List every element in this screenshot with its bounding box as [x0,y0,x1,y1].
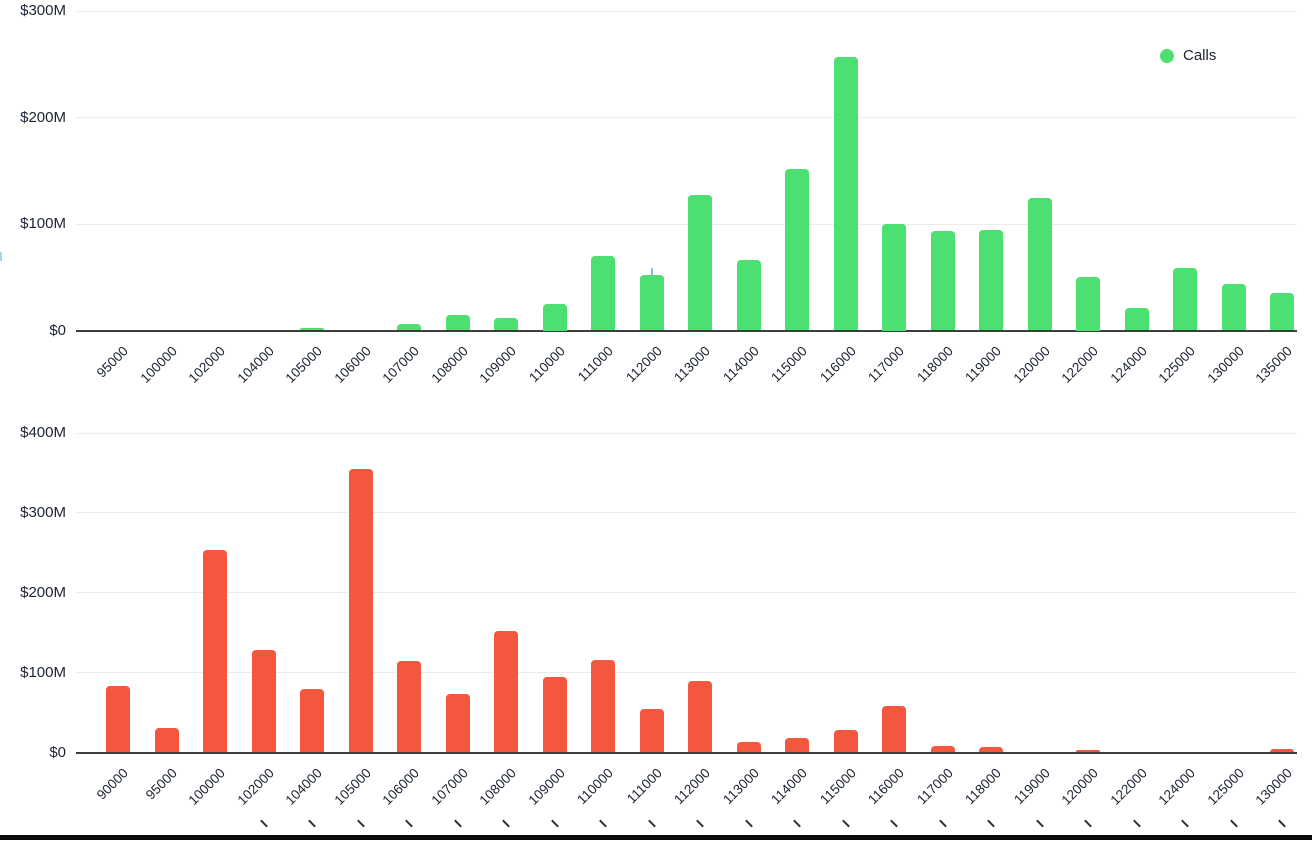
y-axis-tick-label: $300M [20,503,66,521]
bar-111000[interactable] [639,709,664,753]
legend-label: Calls [1183,47,1217,64]
bar-114000[interactable] [785,738,810,753]
gridline [76,592,1297,594]
bar-110000[interactable] [542,303,567,331]
bar-119000[interactable] [979,230,1004,331]
y-axis-tick-label: $400M [20,424,66,441]
gridline [76,223,1297,225]
y-axis-tick-label: $100M [20,663,66,681]
bar-102000[interactable] [251,650,276,753]
bar-109000[interactable] [542,676,567,753]
bar-125000[interactable] [1173,267,1198,331]
calls-series-dot-icon [1160,48,1174,63]
y-axis-tick-label: $300M [20,2,66,19]
bar-109000[interactable] [494,317,519,331]
bar-120000[interactable] [1027,198,1052,331]
bar-113000[interactable] [688,195,713,331]
bar-105000[interactable] [348,468,373,753]
y-axis-tick-label: $0 [49,743,66,761]
bar-117000[interactable] [930,746,955,753]
bar-104000[interactable] [300,688,325,753]
bar-105000[interactable] [300,328,325,331]
bar-118000[interactable] [979,746,1004,753]
y-axis-tick-label: $200M [20,108,66,126]
gridline [76,512,1297,514]
bar-106000[interactable] [397,660,422,753]
bar-114000[interactable] [736,260,761,331]
bar-135000[interactable] [1270,293,1295,331]
bar-124000[interactable] [1124,308,1149,331]
gridline [76,432,1297,434]
gridline [76,117,1297,118]
bar-108000[interactable] [494,631,519,753]
bar-111000[interactable] [591,255,616,331]
bar-95000[interactable] [154,727,179,753]
bar-115000[interactable] [785,168,810,331]
bar-107000[interactable] [397,324,422,331]
bar-108000[interactable] [445,314,470,331]
bar-112000[interactable] [688,680,713,753]
bar-115000[interactable] [833,730,858,753]
bar-113000[interactable] [736,742,761,753]
x-axis-line [76,751,1297,754]
cursor-artifact-tick [650,268,653,276]
x-axis-line [76,329,1297,332]
bar-118000[interactable] [930,231,955,331]
legend[interactable]: Calls [1160,47,1216,64]
bar-117000[interactable] [882,224,907,331]
bar-116000[interactable] [882,706,907,753]
gridline [76,10,1297,12]
bar-100000[interactable] [203,550,228,753]
bar-107000[interactable] [445,694,470,753]
bottom-separator [0,835,1312,840]
y-axis-tick-label: $0 [49,321,66,339]
bar-112000[interactable] [639,275,664,331]
y-axis-tick-label: $100M [20,215,66,232]
edge-artifact [0,252,2,261]
bar-110000[interactable] [591,659,616,753]
gridline [76,672,1297,674]
bar-130000[interactable] [1270,749,1295,753]
bar-122000[interactable] [1076,277,1101,331]
bar-130000[interactable] [1221,283,1246,331]
bar-90000[interactable] [106,686,131,753]
y-axis-tick-label: $200M [20,583,66,601]
bar-116000[interactable] [833,56,858,331]
bar-120000[interactable] [1076,750,1101,753]
